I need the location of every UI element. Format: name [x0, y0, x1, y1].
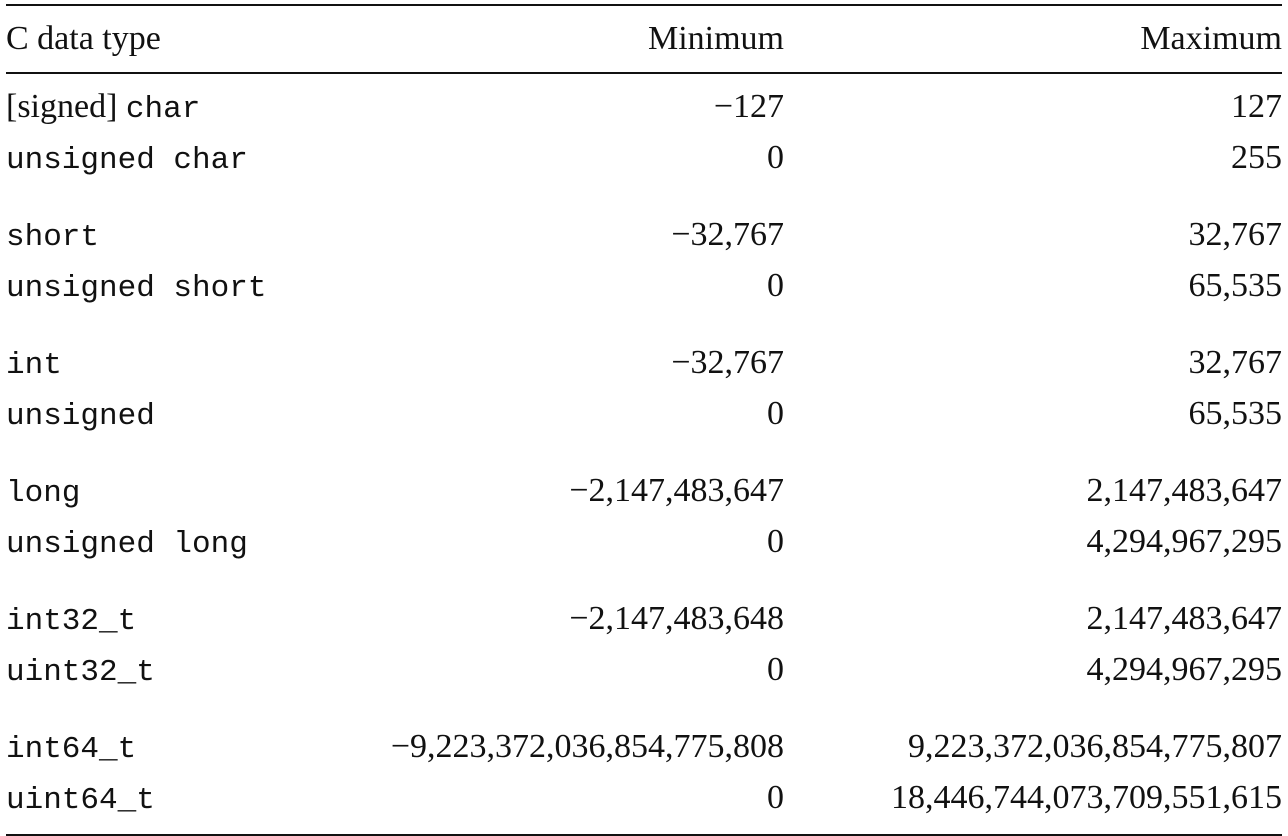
- type-cell: int64_t: [6, 730, 336, 765]
- maximum-value: 32,767: [1188, 216, 1283, 253]
- table-row: uint32_t 0 4,294,967,295: [6, 645, 1282, 696]
- group-spacer: [6, 568, 1282, 594]
- maximum-value: 4,294,967,295: [1086, 523, 1283, 560]
- minimum-value: −32,767: [671, 216, 784, 253]
- body-top-spacing: [6, 74, 1282, 82]
- body-bottom-spacing: [6, 824, 1282, 834]
- table-row: uint64_t 0 18,446,744,073,709,551,615: [6, 773, 1282, 824]
- header-row: C data type Minimum Maximum: [6, 6, 1282, 72]
- type-name: char: [125, 91, 201, 127]
- table-row: short −32,767 32,767: [6, 210, 1282, 261]
- maximum-value: 9,223,372,036,854,775,807: [908, 728, 1282, 765]
- type-name: uint32_t: [6, 654, 155, 690]
- type-cell: unsigned char: [6, 141, 336, 176]
- table-row: unsigned short 0 65,535: [6, 261, 1282, 312]
- type-name: long: [6, 475, 81, 511]
- minimum-value: 0: [767, 395, 784, 432]
- minimum-value: 0: [767, 779, 784, 816]
- type-cell: unsigned short: [6, 269, 336, 304]
- maximum-value: 65,535: [1188, 267, 1283, 304]
- group-spacer: [6, 696, 1282, 722]
- minimum-value: −2,147,483,647: [569, 472, 784, 509]
- type-cell: long: [6, 474, 336, 509]
- maximum-value: 2,147,483,647: [1086, 600, 1283, 637]
- type-name: int32_t: [6, 603, 137, 639]
- minimum-value: 0: [767, 651, 784, 688]
- type-name: unsigned short: [6, 270, 267, 306]
- maximum-value: 255: [1231, 139, 1282, 176]
- table-row: [signed] char −127 127: [6, 82, 1282, 133]
- type-name: uint64_t: [6, 782, 155, 818]
- type-name: int64_t: [6, 731, 137, 767]
- type-cell: uint64_t: [6, 781, 336, 816]
- type-cell: uint32_t: [6, 653, 336, 688]
- type-cell: unsigned long: [6, 525, 336, 560]
- header-rule: [6, 72, 1282, 74]
- minimum-value: 0: [767, 267, 784, 304]
- minimum-value: −9,223,372,036,854,775,808: [390, 728, 784, 765]
- top-rule: [6, 4, 1282, 6]
- minimum-value: 0: [767, 523, 784, 560]
- header-type: C data type: [6, 20, 161, 57]
- maximum-value: 18,446,744,073,709,551,615: [891, 779, 1282, 816]
- type-name: unsigned char: [6, 142, 248, 178]
- table-row: int32_t −2,147,483,648 2,147,483,647: [6, 594, 1282, 645]
- maximum-value: 2,147,483,647: [1086, 472, 1283, 509]
- type-cell: [signed] char: [6, 87, 336, 127]
- type-qualifier: [signed]: [6, 87, 118, 125]
- data-type-range-table: C data type Minimum Maximum [signed] cha…: [6, 4, 1282, 836]
- minimum-value: −32,767: [671, 344, 784, 381]
- header-maximum: Maximum: [1140, 20, 1282, 57]
- minimum-value: −2,147,483,648: [569, 600, 784, 637]
- minimum-value: −127: [713, 88, 784, 125]
- table-row: unsigned char 0 255: [6, 133, 1282, 184]
- maximum-value: 127: [1231, 88, 1282, 125]
- maximum-value: 4,294,967,295: [1086, 651, 1283, 688]
- table-row: unsigned long 0 4,294,967,295: [6, 517, 1282, 568]
- group-spacer: [6, 184, 1282, 210]
- type-name: unsigned: [6, 398, 155, 434]
- table-row: unsigned 0 65,535: [6, 389, 1282, 440]
- type-name: unsigned long: [6, 526, 248, 562]
- type-cell: int32_t: [6, 602, 336, 637]
- table-row: int −32,767 32,767: [6, 338, 1282, 389]
- maximum-value: 65,535: [1188, 395, 1283, 432]
- table-row: int64_t −9,223,372,036,854,775,808 9,223,3…: [6, 722, 1282, 773]
- type-name: int: [6, 347, 62, 383]
- header-minimum: Minimum: [647, 20, 784, 57]
- minimum-value: 0: [767, 139, 784, 176]
- type-cell: unsigned: [6, 397, 336, 432]
- group-spacer: [6, 440, 1282, 466]
- type-name: short: [6, 219, 100, 255]
- maximum-value: 32,767: [1188, 344, 1283, 381]
- table-body: [signed] char −127 127 unsigned char 0 255 sho…: [6, 74, 1282, 834]
- group-spacer: [6, 312, 1282, 338]
- table-row: long −2,147,483,647 2,147,483,647: [6, 466, 1282, 517]
- type-cell: int: [6, 346, 336, 381]
- type-cell: short: [6, 218, 336, 253]
